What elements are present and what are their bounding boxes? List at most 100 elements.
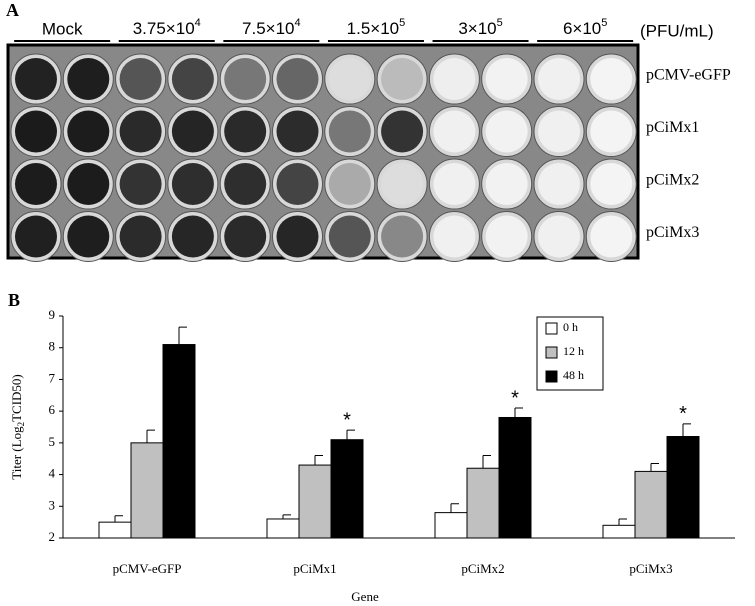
error-bar xyxy=(314,455,323,466)
panel-label: B xyxy=(8,290,20,310)
well-content xyxy=(15,215,57,258)
well-content xyxy=(15,163,57,205)
well-content xyxy=(538,163,580,205)
y-tick-label: 2 xyxy=(49,529,56,544)
x-tick-label: pCiMx3 xyxy=(629,561,672,576)
bar xyxy=(330,439,364,539)
well-content xyxy=(224,110,267,153)
error-bar xyxy=(650,462,659,472)
error-bar xyxy=(514,407,523,418)
well-content xyxy=(276,58,319,100)
row-label: pCiMx1 xyxy=(646,119,699,136)
well-content xyxy=(15,58,57,100)
y-tick-label: 8 xyxy=(49,339,56,354)
well-content xyxy=(328,163,371,205)
well-content xyxy=(171,163,214,205)
well-content xyxy=(485,110,528,153)
bar xyxy=(602,524,636,539)
legend-label: 48 h xyxy=(563,368,584,382)
well-content xyxy=(171,215,214,258)
column-exponent: 4 xyxy=(195,17,201,29)
well-content xyxy=(433,110,476,153)
well-content xyxy=(485,58,528,100)
unit-label: (PFU/mL) xyxy=(640,21,714,40)
significance-mark: * xyxy=(679,403,687,425)
error-bar xyxy=(282,514,291,519)
column-mantissa: 7.5×10 xyxy=(242,19,294,38)
panel-label: A xyxy=(6,0,19,20)
well-content xyxy=(224,215,267,258)
well-content xyxy=(119,110,162,153)
significance-mark: * xyxy=(343,409,351,431)
y-tick-label: 9 xyxy=(49,307,56,322)
well-content xyxy=(381,110,424,153)
well-content xyxy=(119,163,162,205)
bar xyxy=(130,442,164,539)
column-exponent: 5 xyxy=(399,17,405,29)
error-bar xyxy=(146,429,155,443)
significance-mark: * xyxy=(511,387,519,409)
y-tick-label: 7 xyxy=(49,370,56,385)
well-content xyxy=(590,58,633,100)
column-label: Mock xyxy=(42,19,83,38)
well-content xyxy=(433,58,476,100)
error-bar xyxy=(346,429,355,440)
column-mantissa: 3×10 xyxy=(458,19,496,38)
well-content xyxy=(67,110,110,153)
well-content xyxy=(276,110,319,153)
well-content xyxy=(67,163,110,205)
well-content xyxy=(590,163,633,205)
y-axis-label: Titer (Log2TCID50) xyxy=(9,374,26,480)
legend-swatch xyxy=(545,346,558,359)
well-content xyxy=(538,215,580,258)
well-content xyxy=(15,110,57,153)
bar xyxy=(162,344,196,539)
error-bar xyxy=(482,455,491,469)
well-content xyxy=(276,215,319,258)
error-bar xyxy=(682,423,691,437)
well-content xyxy=(276,163,319,205)
well-content xyxy=(590,215,633,258)
column-label: 6×105 xyxy=(563,17,607,39)
column-mantissa: 6×10 xyxy=(563,19,601,38)
well-content xyxy=(485,163,528,205)
error-bar xyxy=(114,515,123,523)
column-label: 3.75×104 xyxy=(133,17,201,39)
column-mantissa: 3.75×10 xyxy=(133,19,195,38)
y-tick-label: 5 xyxy=(49,434,56,449)
well-content xyxy=(433,163,476,205)
legend-swatch xyxy=(545,370,558,383)
error-bar xyxy=(450,503,459,513)
bar xyxy=(498,416,532,539)
well-content xyxy=(171,58,214,100)
well-content xyxy=(538,58,580,100)
row-label: pCiMx2 xyxy=(646,172,699,189)
y-label-part: Titer (Log xyxy=(9,426,24,480)
y-label-sub: 2 xyxy=(16,422,26,427)
legend-swatch xyxy=(545,322,558,335)
well-content xyxy=(328,215,371,258)
well-content xyxy=(590,110,633,153)
y-tick-label: 6 xyxy=(49,402,56,417)
well-content xyxy=(67,58,110,100)
x-axis-label: Gene xyxy=(351,589,379,604)
bar xyxy=(266,518,300,539)
y-tick-label: 4 xyxy=(49,466,56,481)
well-content xyxy=(381,163,424,205)
well-content xyxy=(224,163,267,205)
bar xyxy=(98,521,132,539)
legend-label: 0 h xyxy=(563,320,578,334)
well-content xyxy=(538,110,580,153)
well-content xyxy=(328,110,371,153)
bar xyxy=(634,470,668,539)
x-tick-label: pCiMx2 xyxy=(461,561,504,576)
column-mantissa: 1.5×10 xyxy=(347,19,399,38)
bar xyxy=(298,464,332,539)
y-label-part: TCID50) xyxy=(9,374,24,422)
bar xyxy=(434,512,468,539)
well-content xyxy=(433,215,476,258)
bar xyxy=(666,436,700,539)
well-content xyxy=(224,58,267,100)
well-content xyxy=(119,58,162,100)
